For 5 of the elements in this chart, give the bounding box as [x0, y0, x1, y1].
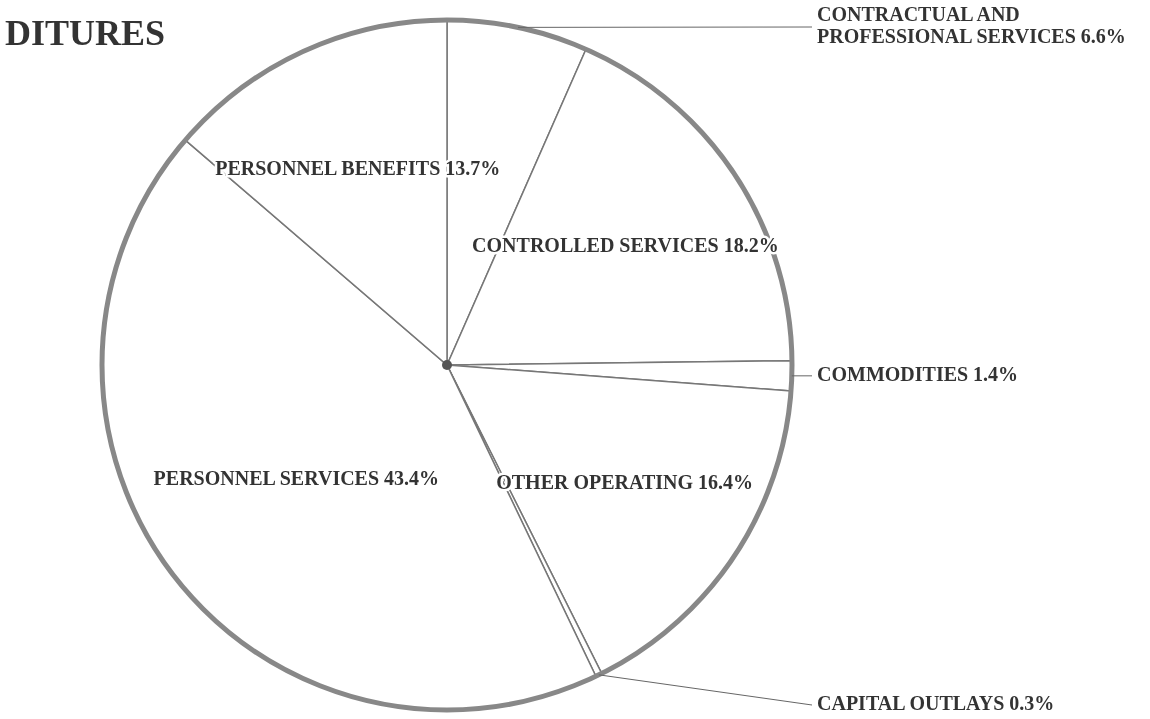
chart-title: DITURES [5, 13, 166, 53]
slice-label: CONTRACTUAL AND PROFESSIONAL SERVICES 6.6% [817, 2, 1126, 47]
slice-label: PERSONNEL SERVICES 43.4% [153, 466, 440, 489]
slice-label: COMMODITIES 1.4% [817, 362, 1019, 385]
slice-label: CAPITAL OUTLAYS 0.3% [817, 691, 1055, 714]
